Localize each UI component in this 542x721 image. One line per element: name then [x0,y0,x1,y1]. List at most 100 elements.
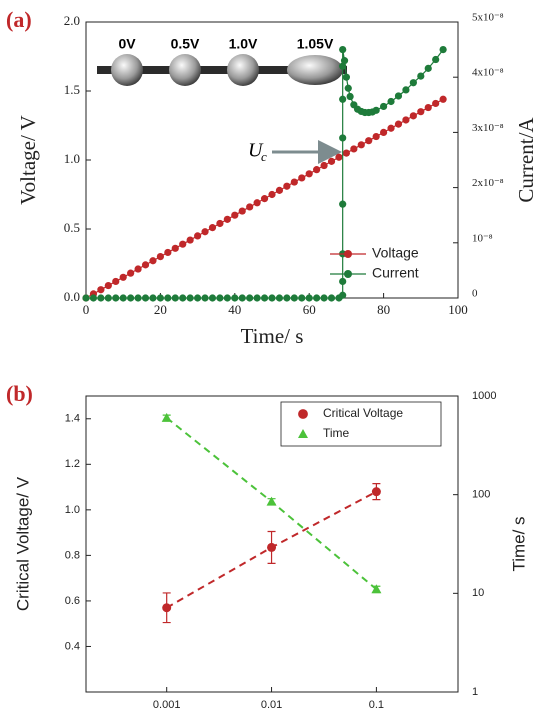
marker [394,120,403,128]
legend-marker [298,409,308,419]
bubble-illustration [97,54,347,86]
marker [339,62,347,70]
y-tick-label: 1.2 [65,458,80,470]
marker [171,294,179,302]
marker [372,132,380,141]
marker [417,72,425,80]
marker [253,199,261,207]
y2-tick-label: 1000 [472,390,496,402]
marker [327,157,336,165]
marker [127,269,135,277]
marker [339,277,347,286]
y-tick-label: 0.5 [64,220,80,235]
y2-tick-label: 5x10⁻⁸ [472,12,504,24]
marker [298,174,306,182]
marker [246,294,254,302]
marker [134,265,142,273]
marker [89,294,98,302]
y-tick-label: 1.0 [64,151,80,166]
x-tick-label: 20 [154,302,167,317]
marker [104,281,112,290]
y-axis-label: Critical Voltage/ V [13,476,32,611]
y2-tick-label: 1 [472,686,478,698]
y-tick-label: 2.0 [64,13,80,28]
marker [267,542,277,552]
marker [402,86,410,94]
marker [208,294,217,302]
marker [290,178,298,186]
marker [387,124,395,132]
marker [340,57,349,65]
marker [208,224,217,232]
y2-tick-label: 100 [472,489,490,501]
marker [275,294,284,302]
marker [216,294,224,302]
marker [179,240,187,248]
marker [231,294,239,302]
y2-tick-label: 0 [472,288,478,300]
marker [179,294,187,302]
marker [305,294,313,302]
marker [127,294,135,302]
marker [119,273,127,281]
marker [260,195,269,203]
marker [201,228,209,236]
annotation: U [248,140,264,162]
marker [339,291,347,299]
marker [327,294,336,302]
bubble-label: 1.0V [229,36,258,52]
marker [141,294,150,302]
marker [268,190,276,199]
marker [283,182,291,190]
marker [141,261,150,269]
marker [216,219,224,228]
marker [350,145,358,153]
marker [260,294,269,302]
marker [186,236,194,244]
x-tick-label: 0.001 [153,699,181,711]
marker [409,79,417,87]
marker [313,166,321,174]
marker [268,294,276,302]
marker [424,64,432,72]
marker [119,294,127,302]
annotation-sub: c [261,149,267,164]
marker [439,95,447,103]
x-tick-label: 0 [83,302,90,317]
y-tick-label: 0.4 [65,640,80,652]
x-tick-label: 100 [448,302,468,317]
marker [371,487,381,497]
marker [275,186,284,194]
marker [97,286,105,294]
marker [371,584,382,594]
y-tick-label: 0.6 [65,595,80,607]
marker [156,294,164,302]
marker [394,92,403,100]
marker [342,149,350,157]
y-tick-label: 1.4 [65,413,80,425]
marker [387,97,395,106]
bubble-label: 1.05V [297,36,334,52]
marker [339,46,347,54]
x-tick-label: 60 [303,302,316,317]
marker [186,294,194,302]
marker [290,294,298,302]
marker [162,603,172,613]
marker [238,207,246,215]
y2-tick-label: 4x10⁻⁸ [472,67,504,79]
marker [201,294,209,302]
marker [439,46,447,54]
marker [339,95,347,103]
marker [402,116,410,124]
x-tick-label: 0.01 [261,699,282,711]
marker [194,294,202,302]
marker [346,92,354,101]
panel-label: (a) [6,7,32,32]
marker [372,106,380,114]
y2-axis-label: Time/ s [509,516,528,571]
marker [82,294,90,302]
x-axis-label: Time/ s [241,324,304,348]
x-tick-label: 0.1 [369,699,384,711]
marker [134,294,142,302]
